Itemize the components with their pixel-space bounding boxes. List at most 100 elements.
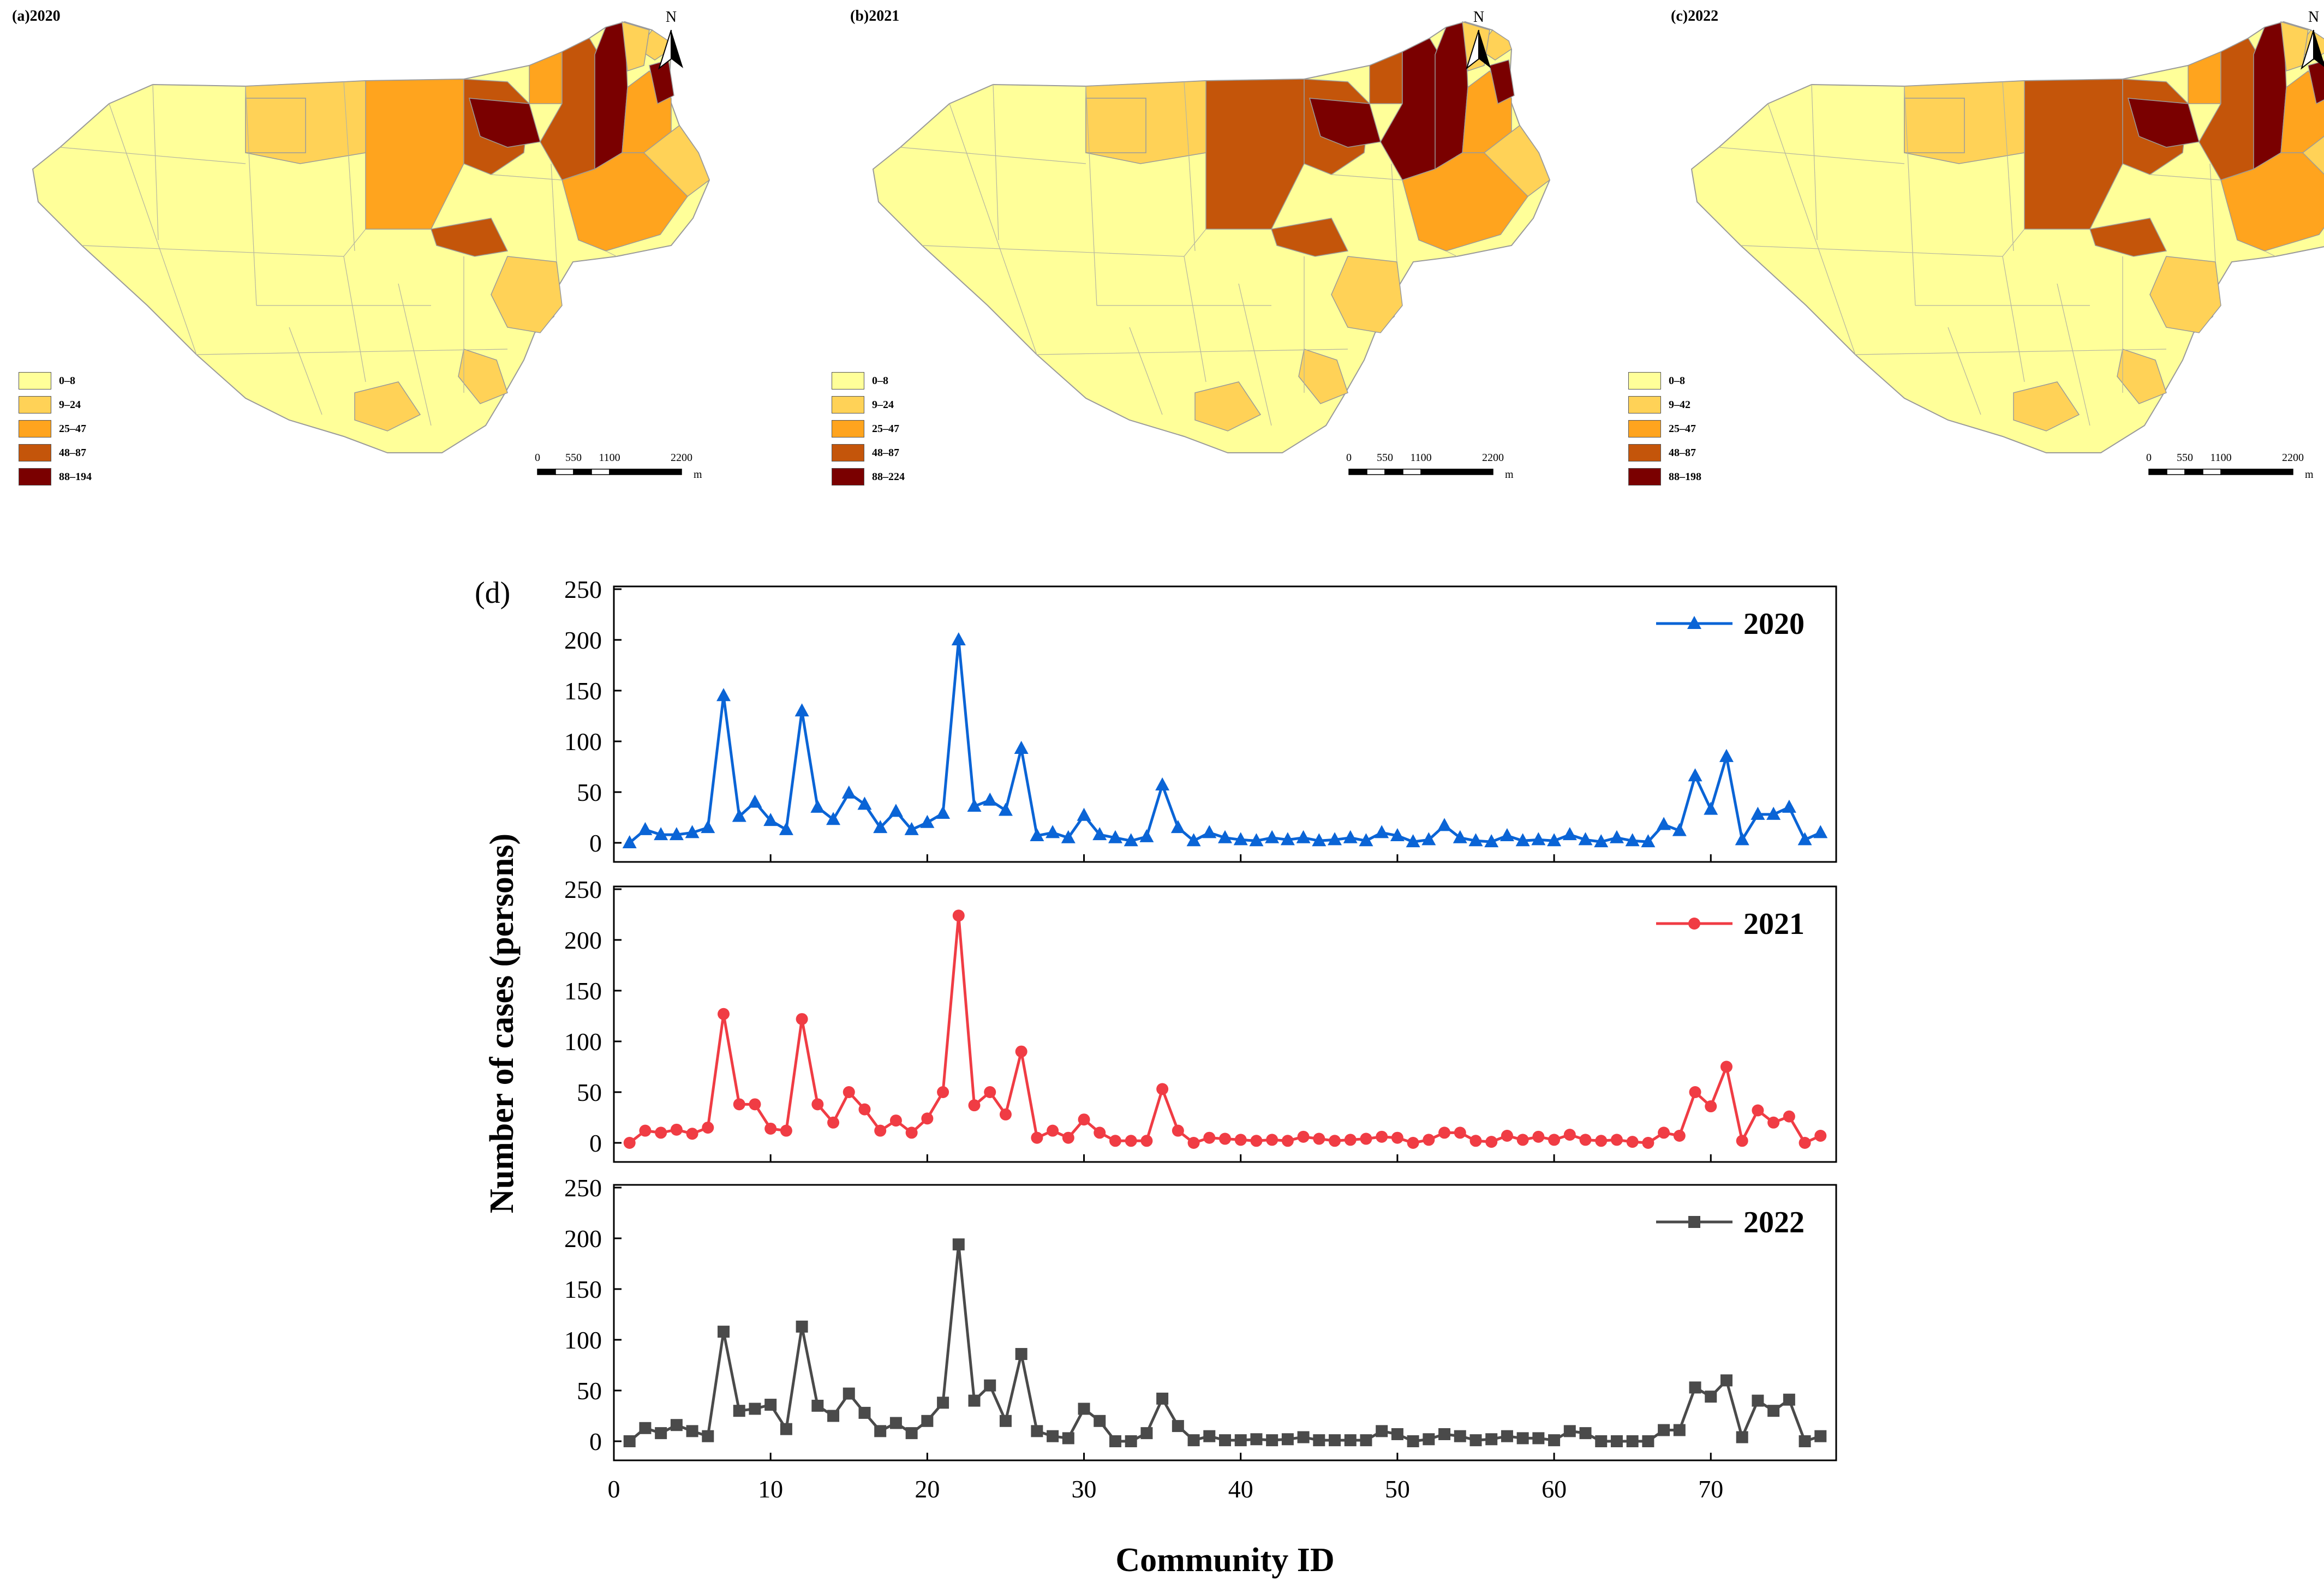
data-point: [952, 909, 965, 922]
data-point: [1407, 1137, 1419, 1149]
data-point: [764, 1399, 777, 1411]
north-arrow-right: [2314, 30, 2324, 67]
map-regions: [32, 21, 710, 453]
region-boundary: [289, 327, 322, 415]
data-point: [1499, 828, 1514, 841]
data-point: [1125, 1435, 1137, 1447]
data-point: [1218, 830, 1232, 843]
y-tick-label: 200: [564, 1225, 602, 1253]
data-point: [780, 1423, 792, 1435]
data-point: [655, 1427, 667, 1440]
region-boundary: [81, 245, 344, 257]
y-tick-label: 50: [577, 1078, 602, 1106]
data-point: [1140, 1135, 1153, 1147]
region-boundary: [993, 84, 999, 241]
data-point: [1516, 1432, 1529, 1445]
data-point: [1814, 1129, 1827, 1142]
data-point: [1030, 828, 1044, 841]
legend-label: 0–8: [872, 374, 888, 387]
data-point: [1296, 830, 1311, 843]
map-region: [1271, 218, 1349, 257]
scale-segment: [2220, 469, 2293, 475]
region-boundary: [2264, 250, 2276, 257]
data-point: [670, 1419, 683, 1431]
x-tick-label: 40: [1228, 1475, 1253, 1503]
data-point: [1124, 833, 1138, 847]
data-point: [1281, 1135, 1294, 1147]
data-point: [1312, 833, 1327, 847]
scale-tick-label: 2200: [2282, 452, 2304, 464]
region-boundary: [1331, 174, 1403, 181]
data-point: [639, 1124, 652, 1137]
region-boundary: [2002, 229, 2025, 257]
data-point: [968, 1099, 981, 1112]
north-label: N: [666, 9, 677, 26]
legend-label: 2022: [1743, 1206, 1805, 1239]
legend-label: 0–8: [59, 374, 75, 387]
data-point: [732, 808, 746, 822]
plot-frame: [613, 885, 1837, 1163]
data-point: [1376, 1130, 1388, 1143]
scale-unit: m: [694, 469, 702, 481]
region-boundary: [343, 229, 366, 257]
scale-tick-label: 0: [1346, 452, 1352, 464]
data-point: [1516, 1134, 1529, 1146]
data-point: [1202, 825, 1217, 838]
data-point: [1767, 1116, 1780, 1129]
data-point: [984, 1086, 996, 1098]
data-point: [889, 1114, 902, 1127]
region-boundary: [922, 245, 1185, 257]
data-point: [1626, 1435, 1639, 1447]
map-region: [622, 21, 650, 72]
x-tick-label: 50: [1385, 1475, 1410, 1503]
legend-label: 25–47: [59, 422, 86, 435]
data-point: [1579, 1134, 1592, 1146]
map-legend: 0–8 9–42 25–47 48–87 88–198: [1628, 369, 1701, 489]
region-boundary: [2057, 283, 2090, 426]
data-point: [936, 806, 951, 819]
data-point: [1658, 1424, 1670, 1436]
data-point: [1031, 1131, 1043, 1144]
legend-label: 88–224: [872, 470, 905, 483]
legend-label: 9–24: [59, 398, 81, 411]
data-point: [1783, 1393, 1795, 1406]
y-tick-label: 150: [564, 1275, 602, 1303]
data-point: [999, 1108, 1012, 1120]
series-line: [629, 638, 1821, 844]
data-point: [733, 1405, 745, 1417]
data-point: [1313, 1434, 1325, 1447]
legend-item: 88–224: [832, 465, 905, 489]
data-point: [1031, 1425, 1043, 1437]
data-point: [968, 1394, 981, 1407]
data-point: [1170, 820, 1185, 834]
legend-label: 9–42: [1669, 398, 1690, 411]
region-boundary: [152, 84, 159, 241]
data-point: [904, 822, 919, 835]
region-boundary: [2002, 81, 2014, 251]
scale-tick-label: 0: [535, 452, 540, 464]
scale-segment: [609, 469, 682, 475]
scale-tick-label: 1100: [599, 452, 620, 464]
data-point: [1186, 833, 1201, 847]
data-point: [1280, 832, 1295, 846]
y-tick-label: 100: [564, 728, 602, 756]
data-point: [1501, 1430, 1513, 1442]
data-point: [1172, 1420, 1184, 1433]
data-point: [1751, 806, 1765, 820]
data-point: [921, 1415, 934, 1427]
data-point: [1453, 830, 1467, 843]
data-point: [1266, 1434, 1279, 1447]
data-point: [1485, 1136, 1498, 1148]
data-point: [1423, 1134, 1435, 1146]
data-point: [841, 785, 856, 799]
data-point: [1783, 1110, 1795, 1123]
x-tick-label: 0: [608, 1475, 620, 1503]
data-point: [1736, 1135, 1748, 1147]
data-point: [1187, 1137, 1200, 1149]
data-point: [1156, 1083, 1169, 1095]
data-point: [1015, 1045, 1027, 1058]
data-point: [920, 814, 935, 828]
data-point: [1125, 1135, 1137, 1147]
map-regions: [1690, 21, 2324, 453]
x-tick-label: 10: [758, 1475, 783, 1503]
